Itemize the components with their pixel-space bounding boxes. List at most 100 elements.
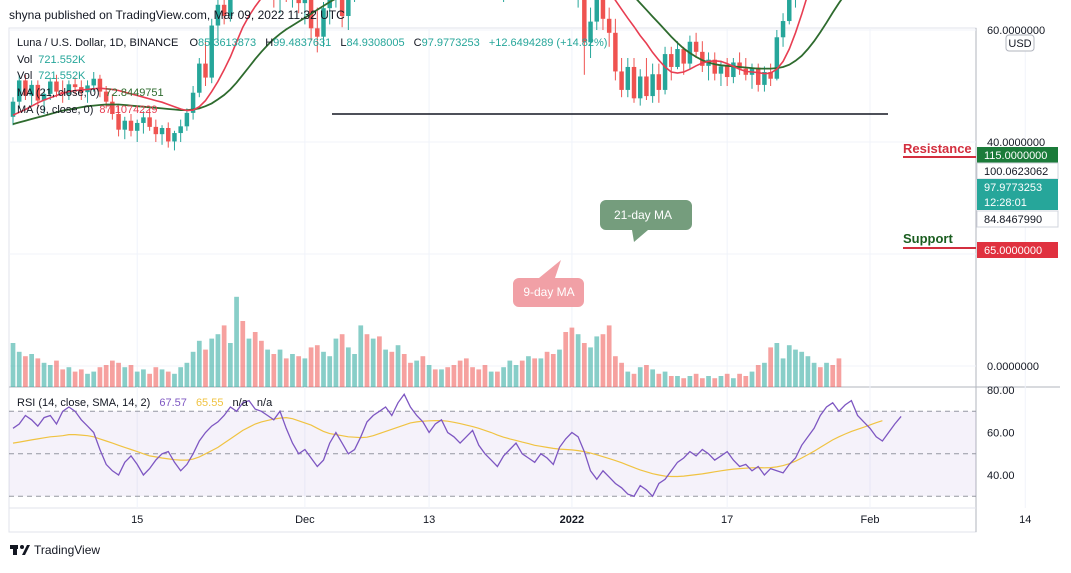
price-badge-countdown (977, 194, 1058, 210)
ma21-callout: 21-day MA (600, 200, 692, 242)
volume-bar (476, 369, 482, 387)
rsi-tick-label: 40.00 (987, 470, 1015, 482)
tradingview-logo[interactable]: TradingView (10, 543, 100, 557)
volume-bar (501, 367, 506, 387)
ma21-callout-text: 21-day MA (614, 208, 672, 222)
candle-down (153, 126, 159, 135)
currency-button[interactable] (1005, 34, 1035, 52)
candle-down (72, 84, 78, 88)
candle-up (215, 4, 221, 26)
price-badge-text: 100.0623062 (984, 166, 1048, 178)
support-label: Support (903, 231, 953, 246)
rsi-line (12, 393, 902, 498)
legend-ma21: 72.8449751 (106, 87, 164, 99)
candle-up (588, 21, 593, 43)
legend-high: 99.4837631 (273, 37, 331, 49)
volume-bar (799, 351, 805, 387)
legend-low: 84.9308005 (346, 37, 404, 49)
candle-up (787, 0, 792, 22)
price-badge-support (977, 242, 1058, 258)
volume-bar (768, 347, 773, 387)
volume-bar (762, 362, 767, 387)
price-badge-text: 84.8467990 (984, 214, 1042, 226)
legend-row-vol2: Vol 721.552K (17, 70, 86, 82)
candle-up (774, 37, 780, 79)
volume-bar (693, 373, 699, 387)
candle-down (712, 59, 717, 74)
volume-bar (743, 376, 749, 387)
volume-bar (836, 358, 842, 387)
ma9-line (12, 0, 807, 116)
volume-bar (824, 362, 829, 387)
rsi-tick-label: 60.00 (987, 428, 1015, 440)
volume-bar (196, 340, 202, 387)
legend-vol2: 721.552K (38, 70, 86, 82)
volume-bar (774, 343, 780, 387)
volume-bar (308, 347, 314, 387)
volume-bar (830, 365, 836, 387)
legend-ma9: 87.1074229 (99, 104, 157, 116)
volume-bar (41, 362, 47, 387)
volume-bar (532, 358, 538, 387)
volume-bar (29, 354, 34, 387)
volume-bar (426, 365, 432, 387)
volume-bar (755, 365, 761, 387)
candle-up (327, 0, 332, 9)
volume-bar (203, 349, 208, 387)
candle-down (631, 66, 637, 99)
volume-bar (252, 332, 258, 387)
volume-bar (724, 373, 730, 387)
volume-bar (178, 367, 184, 387)
candle-up (302, 0, 308, 4)
volume-bar (439, 369, 444, 387)
volume-bar (190, 351, 196, 387)
volume-bar (401, 354, 407, 387)
candle-down (656, 74, 662, 90)
volume-bars (10, 296, 842, 387)
volume-bar (650, 369, 656, 387)
rsi-tick-label: 80.00 (987, 385, 1015, 397)
volume-bar (463, 358, 469, 387)
resistance-label: Resistance (903, 141, 972, 156)
volume-bar (786, 345, 792, 387)
volume-bar (569, 327, 575, 387)
volume-bar (780, 358, 786, 387)
logo-mark-dot (20, 545, 24, 549)
volume-bar (470, 367, 475, 387)
candle-up (141, 117, 146, 123)
volume-bar (513, 365, 519, 387)
legend-open: 85.3613873 (198, 37, 256, 49)
volume-bar (395, 345, 401, 387)
volume-bar (147, 373, 152, 387)
volume-bar (345, 347, 351, 387)
volume-bar (451, 365, 457, 387)
volume-bar (445, 367, 451, 387)
candle-up (762, 72, 767, 85)
currency-label: USD (1008, 38, 1031, 50)
volume-bar (91, 371, 97, 387)
volume-bar (563, 332, 569, 387)
candle-up (321, 8, 326, 37)
volume-bar (296, 356, 302, 387)
volume-bar (718, 376, 724, 387)
price-tick-label: 40.0000000 (987, 137, 1045, 149)
candle-up (197, 63, 202, 93)
volume-bar (712, 378, 718, 387)
rsi-pane: 80.00 60.00 40.00 (9, 385, 1015, 498)
volume-bar (544, 351, 550, 387)
volume-bar (662, 371, 668, 387)
legend-vol1: 721.552K (38, 54, 86, 66)
candle-up (625, 66, 631, 90)
legend-row-ma9: MA (9, close, 0) 87.1074229 (17, 104, 158, 116)
volume-bar (60, 369, 66, 387)
volume-bar (594, 336, 600, 387)
candle-up (594, 0, 599, 22)
candle-down (619, 71, 624, 90)
legend-row-ma21: MA (21, close, 0) 72.8449751 (17, 87, 164, 99)
candle-down (768, 72, 773, 79)
candle-up (184, 112, 190, 127)
volume-bar (588, 347, 593, 387)
price-badge-text: 115.0000000 (984, 150, 1047, 162)
